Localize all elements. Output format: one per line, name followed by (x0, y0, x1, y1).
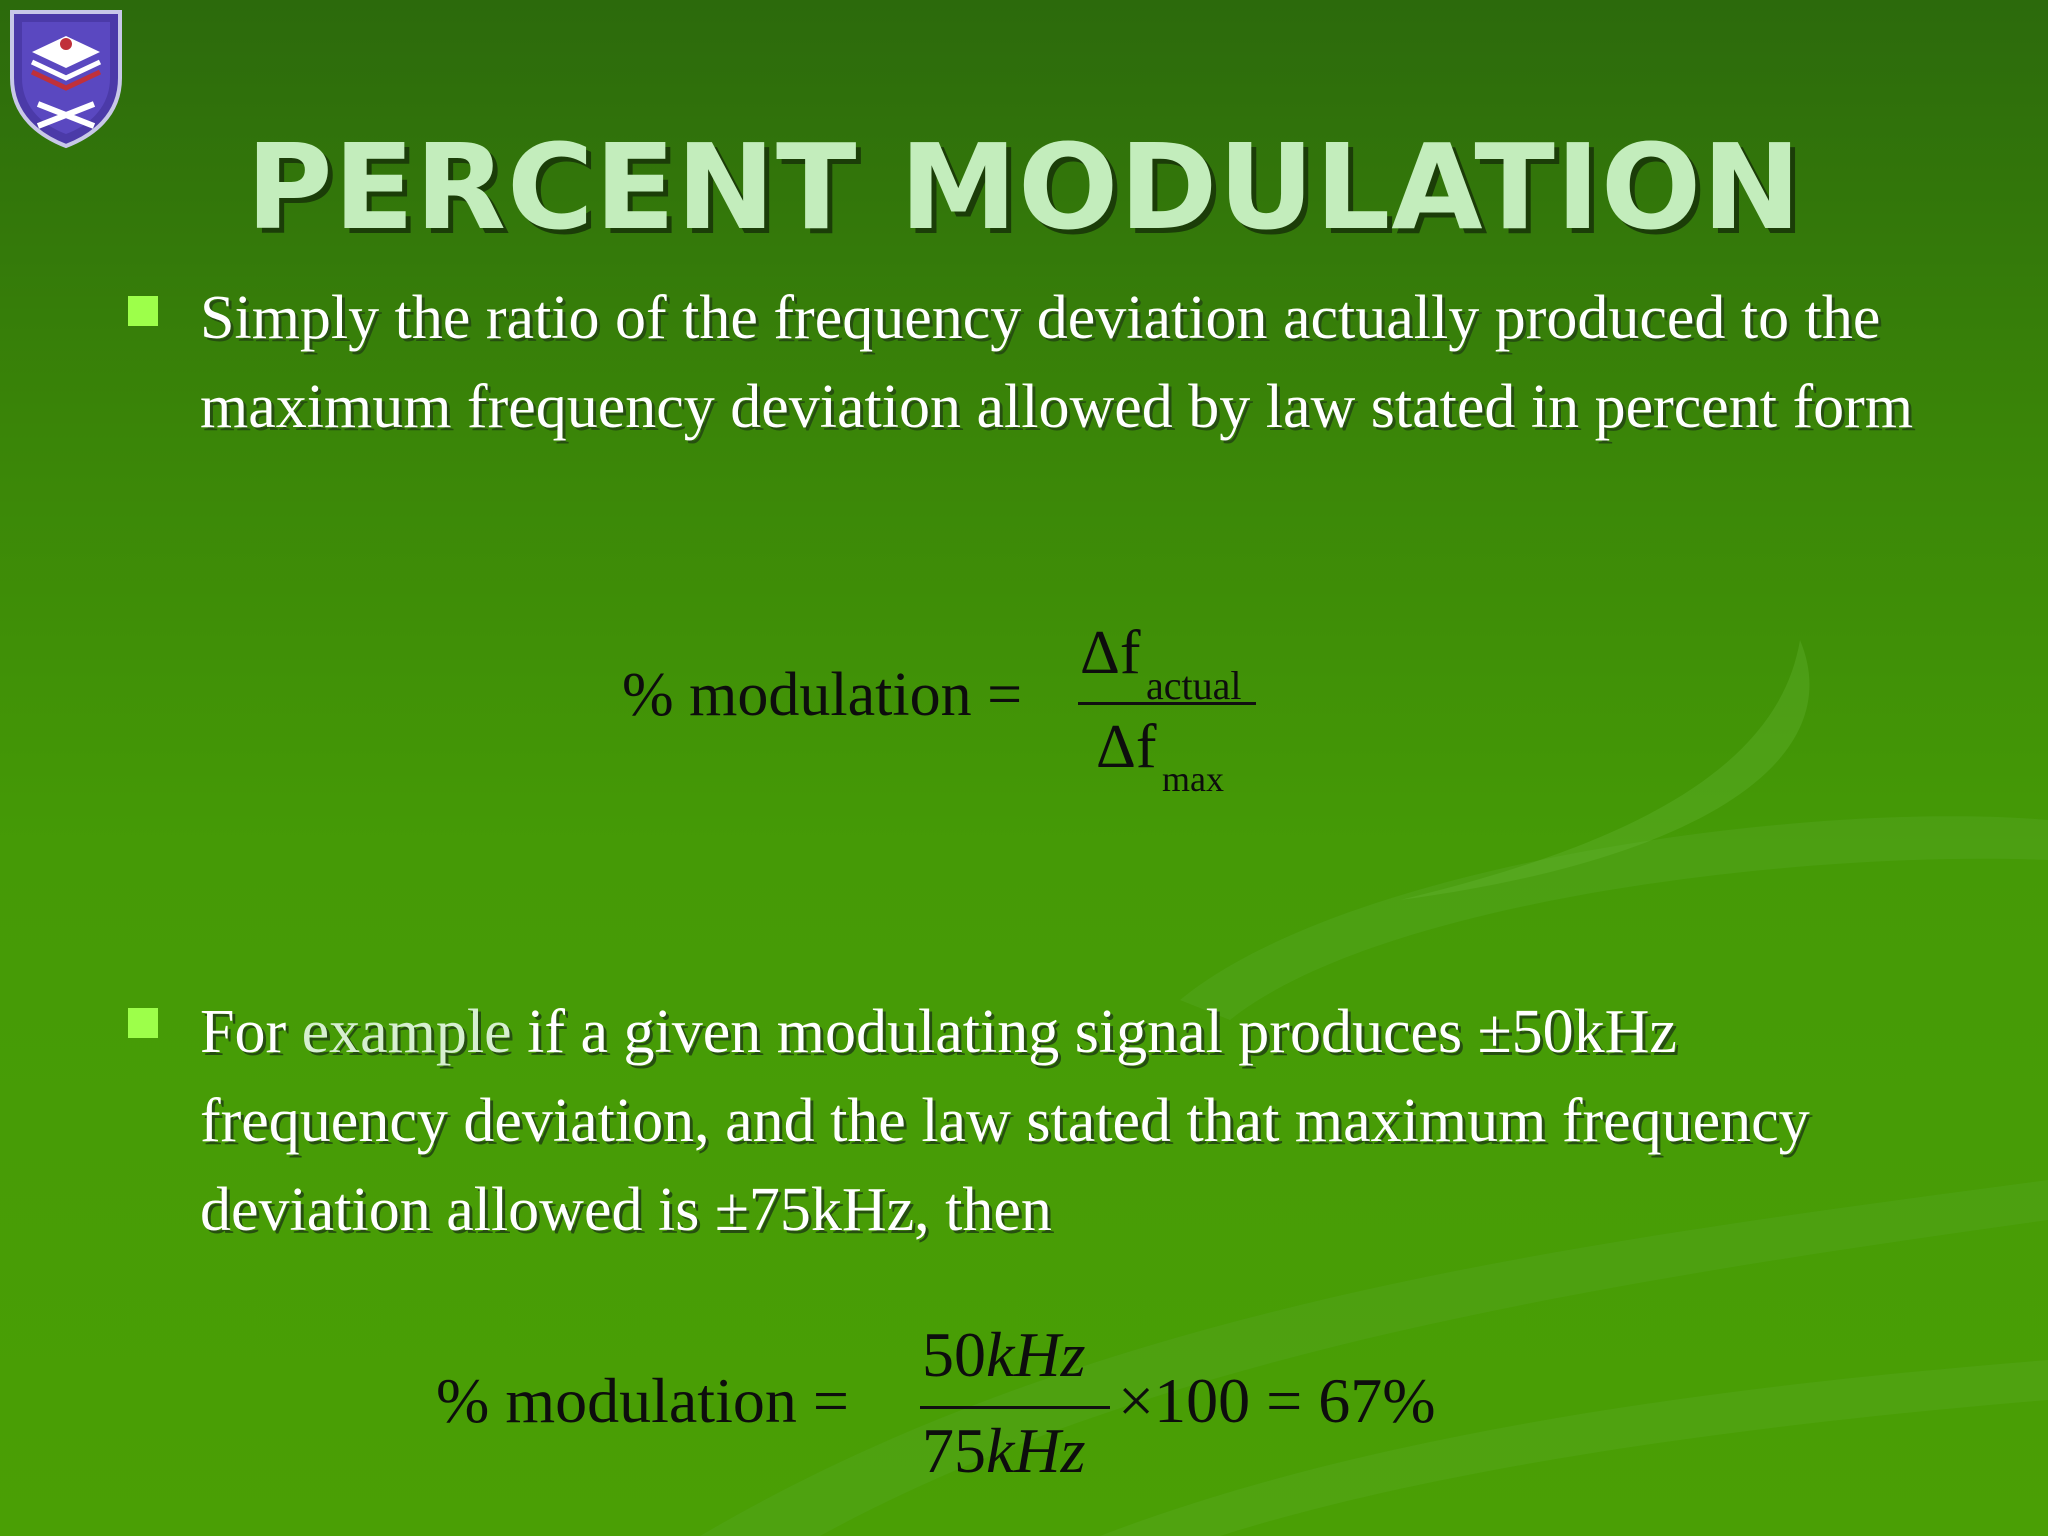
formula2-rhs: ×100 = 67% (1118, 1365, 1436, 1436)
formula1-denominator-symbol: Δf (1096, 713, 1157, 781)
formula2-fraction-bar (920, 1406, 1110, 1409)
formula1-denominator-subscript: max (1162, 759, 1224, 799)
formula1-numerator-subscript: actual (1146, 663, 1242, 708)
formula1-lhs: % modulation = (622, 661, 1023, 729)
bullet-marker (128, 1008, 158, 1038)
formula1-numerator-symbol: Δf (1080, 619, 1141, 687)
bullet-text: Simply the ratio of the frequency deviat… (200, 284, 1914, 441)
highlight-word: example (301, 998, 512, 1066)
formula1-fraction-bar (1078, 702, 1256, 705)
formula2-numerator: 50kHz (922, 1319, 1086, 1390)
formula2-denominator: 75kHz (922, 1415, 1086, 1486)
page-title: PERCENT MODULATION (246, 118, 1802, 256)
university-crest-icon (10, 10, 122, 149)
formula2-lhs: % modulation = (436, 1365, 849, 1436)
bullet-text: For example if a given modulating signal… (200, 998, 1810, 1244)
bullet-marker (128, 296, 158, 326)
